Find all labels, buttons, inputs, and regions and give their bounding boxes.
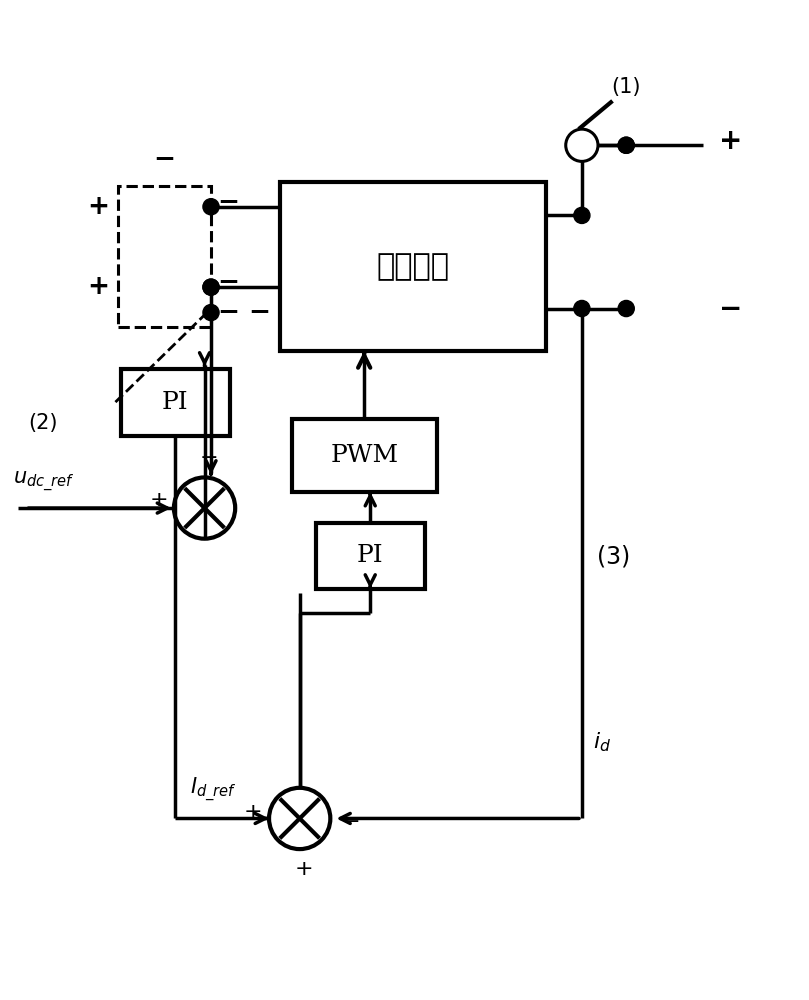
- Text: −: −: [218, 190, 239, 216]
- Circle shape: [203, 199, 219, 215]
- Text: 功率回路: 功率回路: [376, 251, 449, 282]
- Text: −: −: [341, 812, 360, 832]
- Text: $u_{dc\_ref}$: $u_{dc\_ref}$: [14, 469, 75, 494]
- Text: +: +: [87, 194, 109, 220]
- Text: −: −: [719, 295, 742, 323]
- Text: PWM: PWM: [330, 444, 398, 467]
- Text: PI: PI: [357, 544, 383, 567]
- Text: +: +: [719, 127, 743, 155]
- Circle shape: [618, 137, 634, 153]
- Text: (3): (3): [598, 544, 631, 568]
- Circle shape: [618, 300, 634, 317]
- Circle shape: [203, 279, 219, 295]
- Text: $I_{d\_ref}$: $I_{d\_ref}$: [189, 775, 236, 804]
- Text: (1): (1): [612, 77, 641, 97]
- Circle shape: [618, 137, 634, 153]
- Text: +: +: [150, 490, 169, 510]
- Bar: [291, 419, 437, 492]
- Text: −: −: [218, 270, 239, 296]
- Bar: [316, 523, 425, 589]
- Text: PI: PI: [162, 391, 188, 414]
- Text: −: −: [218, 300, 239, 326]
- Circle shape: [203, 304, 219, 321]
- Bar: [121, 369, 230, 436]
- Text: +: +: [294, 859, 313, 879]
- Text: +: +: [87, 274, 109, 300]
- Bar: [280, 182, 545, 351]
- Text: (2): (2): [28, 413, 57, 433]
- Text: $i_d$: $i_d$: [593, 730, 611, 754]
- Text: −: −: [154, 147, 176, 173]
- Circle shape: [574, 300, 590, 317]
- Bar: [118, 186, 211, 327]
- Circle shape: [203, 279, 219, 295]
- Circle shape: [574, 207, 590, 223]
- Text: +: +: [244, 802, 262, 822]
- Circle shape: [565, 129, 598, 161]
- Text: −: −: [248, 300, 270, 326]
- Text: −: −: [199, 448, 218, 468]
